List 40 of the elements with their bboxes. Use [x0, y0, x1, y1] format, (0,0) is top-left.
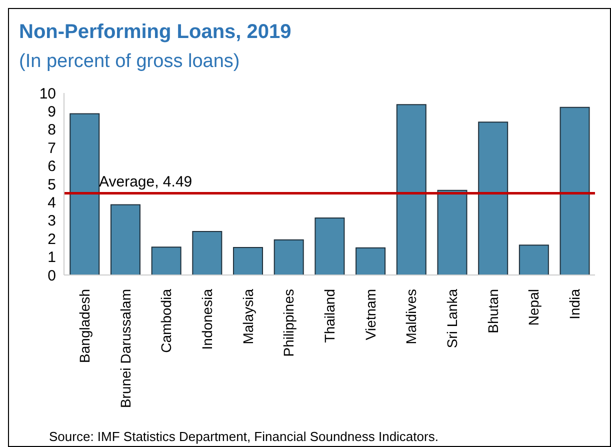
- y-tick-label: 3: [48, 212, 56, 230]
- y-tick-label: 10: [39, 85, 56, 102]
- bar: [233, 247, 264, 275]
- bar: [274, 239, 304, 275]
- bar: [110, 204, 140, 275]
- bar: [560, 106, 590, 275]
- bar: [396, 104, 426, 275]
- x-tick-label: Malaysia: [240, 288, 256, 344]
- x-tick-label: Bangladesh: [76, 289, 92, 363]
- bar: [518, 244, 549, 275]
- x-tick-label: Philippines: [280, 289, 297, 357]
- bar: [70, 113, 100, 275]
- x-tick-label: Indonesia: [198, 288, 215, 350]
- y-tick-label: 9: [48, 104, 56, 121]
- x-tick-label: Cambodia: [158, 288, 174, 353]
- source-note: Source: IMF Statistics Department, Financial Soundness Indicators.: [49, 429, 438, 444]
- y-tick-label: 6: [48, 158, 56, 176]
- y-tick-label: 0: [48, 267, 56, 284]
- bar: [192, 231, 222, 275]
- y-tick-label: 5: [48, 176, 56, 194]
- bar: [314, 218, 345, 275]
- y-tick-label: 2: [48, 230, 56, 248]
- chart-title: Non-Performing Loans, 2019: [19, 21, 292, 44]
- bar: [356, 247, 386, 275]
- y-tick-label: 8: [48, 122, 56, 139]
- x-tick-label: Sri Lanka: [444, 288, 460, 348]
- x-tick-label: Maldives: [403, 289, 420, 344]
- x-tick-label: Nepal: [526, 289, 542, 326]
- bar: [151, 246, 182, 275]
- x-tick-label: Bhutan: [484, 289, 501, 334]
- bar: [437, 190, 468, 275]
- x-tick-label: Vietnam: [362, 289, 378, 340]
- x-tick-label: Thailand: [322, 289, 338, 343]
- x-tick-label: Brunei Darussalam: [117, 289, 134, 408]
- y-tick-label: 1: [48, 249, 56, 266]
- y-tick-label: 4: [48, 194, 56, 212]
- x-tick-label: India: [566, 288, 583, 320]
- bar: [478, 122, 508, 275]
- chart-subtitle: (In percent of gross loans): [19, 51, 240, 73]
- y-tick-label: 7: [48, 140, 56, 157]
